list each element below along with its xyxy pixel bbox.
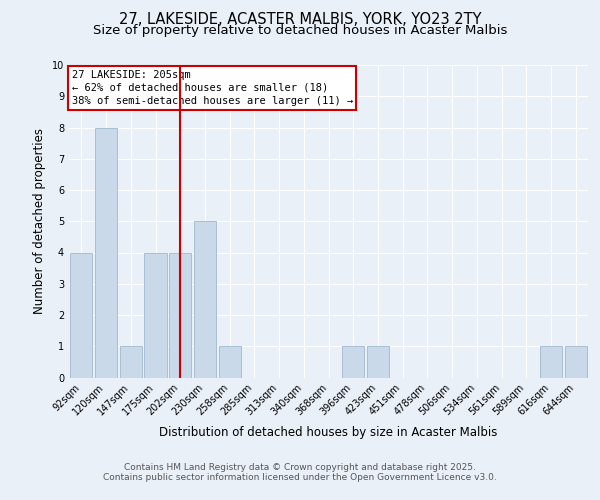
- Text: 27 LAKESIDE: 205sqm
← 62% of detached houses are smaller (18)
38% of semi-detach: 27 LAKESIDE: 205sqm ← 62% of detached ho…: [71, 70, 353, 106]
- Bar: [95, 128, 117, 378]
- X-axis label: Distribution of detached houses by size in Acaster Malbis: Distribution of detached houses by size …: [160, 426, 497, 438]
- Bar: [540, 346, 562, 378]
- Bar: [218, 346, 241, 378]
- Bar: [367, 346, 389, 378]
- Bar: [70, 252, 92, 378]
- Y-axis label: Number of detached properties: Number of detached properties: [34, 128, 46, 314]
- Bar: [194, 221, 216, 378]
- Bar: [145, 252, 167, 378]
- Bar: [342, 346, 364, 378]
- Text: Size of property relative to detached houses in Acaster Malbis: Size of property relative to detached ho…: [93, 24, 507, 37]
- Text: Contains public sector information licensed under the Open Government Licence v3: Contains public sector information licen…: [103, 474, 497, 482]
- Bar: [565, 346, 587, 378]
- Text: Contains HM Land Registry data © Crown copyright and database right 2025.: Contains HM Land Registry data © Crown c…: [124, 462, 476, 471]
- Bar: [119, 346, 142, 378]
- Bar: [169, 252, 191, 378]
- Text: 27, LAKESIDE, ACASTER MALBIS, YORK, YO23 2TY: 27, LAKESIDE, ACASTER MALBIS, YORK, YO23…: [119, 12, 481, 28]
